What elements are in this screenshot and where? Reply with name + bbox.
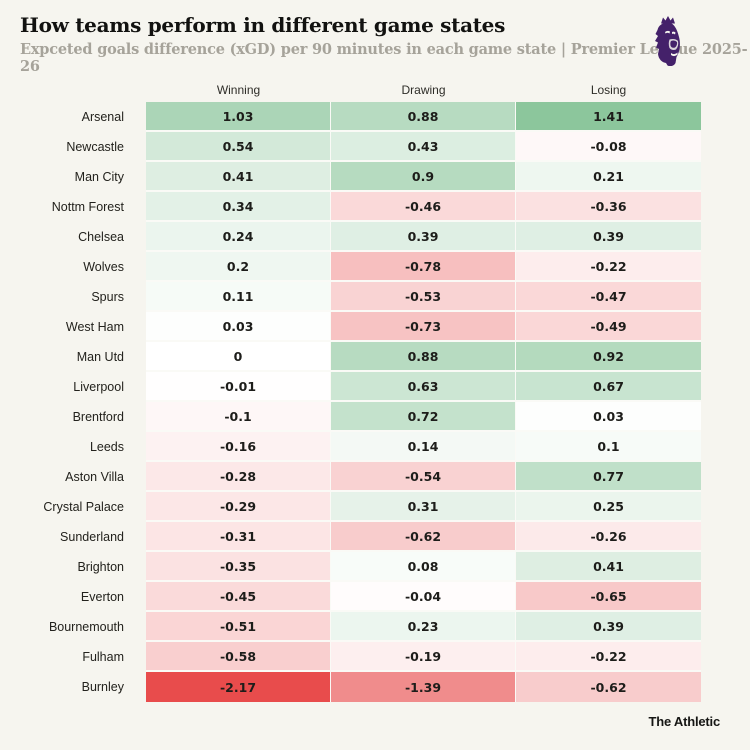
team-label: Man City xyxy=(74,170,124,184)
team-label: Nottm Forest xyxy=(51,200,124,214)
column-header-winning: Winning xyxy=(216,83,261,97)
value-cell: 0.34 xyxy=(146,192,331,222)
value-cell: 0.25 xyxy=(516,492,701,522)
value-cell: -2.17 xyxy=(146,672,331,702)
team-label: Liverpool xyxy=(73,380,124,394)
team-label: Crystal Palace xyxy=(43,500,124,514)
value-cell: 0.23 xyxy=(331,612,516,642)
value-cell: 0.39 xyxy=(331,222,516,252)
value-cell: -1.39 xyxy=(331,672,516,702)
column-header-losing: Losing xyxy=(590,83,627,97)
page-title: How teams perform in different game stat… xyxy=(20,13,506,37)
value-cell: -0.22 xyxy=(516,642,701,672)
value-cell: -0.28 xyxy=(146,462,331,492)
value-cell: -0.78 xyxy=(331,252,516,282)
team-label: Man Utd xyxy=(76,350,124,364)
value-cell: 0.67 xyxy=(516,372,701,402)
team-label: Brentford xyxy=(72,410,124,424)
value-cell: 1.41 xyxy=(516,102,701,132)
team-label: Aston Villa xyxy=(65,470,124,484)
value-cell: -0.49 xyxy=(516,312,701,342)
value-cell: 0.41 xyxy=(146,162,331,192)
value-cell: -0.22 xyxy=(516,252,701,282)
value-cell: -0.19 xyxy=(331,642,516,672)
team-label: Sunderland xyxy=(60,530,124,544)
value-cell: 0.14 xyxy=(331,432,516,462)
value-cell: 0.9 xyxy=(331,162,516,192)
value-cell: 0.72 xyxy=(331,402,516,432)
value-cell: -0.29 xyxy=(146,492,331,522)
team-label: West Ham xyxy=(65,320,124,334)
team-label: Burnley xyxy=(81,680,124,694)
value-cell: 0.63 xyxy=(331,372,516,402)
column-headers: Winning Drawing Losing xyxy=(0,80,701,100)
team-label: Spurs xyxy=(91,290,124,304)
value-cell: -0.1 xyxy=(146,402,331,432)
value-cell: -0.47 xyxy=(516,282,701,312)
value-cell: -0.16 xyxy=(146,432,331,462)
value-cell: -0.62 xyxy=(331,522,516,552)
value-cell: 0.03 xyxy=(146,312,331,342)
value-cell: 1.03 xyxy=(146,102,331,132)
value-cell: 0.39 xyxy=(516,612,701,642)
value-cell: -0.53 xyxy=(331,282,516,312)
value-cell: -0.65 xyxy=(516,582,701,612)
team-label: Everton xyxy=(80,590,124,604)
value-cell: -0.35 xyxy=(146,552,331,582)
value-cell: 0.03 xyxy=(516,402,701,432)
value-cell: -0.73 xyxy=(331,312,516,342)
value-cell: 0.24 xyxy=(146,222,331,252)
value-cell: -0.62 xyxy=(516,672,701,702)
premier-league-lion-icon xyxy=(655,16,680,66)
value-cell: -0.26 xyxy=(516,522,701,552)
value-cell: -0.54 xyxy=(331,462,516,492)
value-cell: -0.01 xyxy=(146,372,331,402)
value-cell: 0.88 xyxy=(331,342,516,372)
value-cell: -0.51 xyxy=(146,612,331,642)
team-label: Bournemouth xyxy=(48,620,124,634)
value-cell: 0.54 xyxy=(146,132,331,162)
column-header-drawing: Drawing xyxy=(401,83,446,97)
value-cell: 0.43 xyxy=(331,132,516,162)
value-cell: 0.92 xyxy=(516,342,701,372)
source-credit: The Athletic xyxy=(648,714,720,729)
value-cell: -0.31 xyxy=(146,522,331,552)
value-cell: 0.2 xyxy=(146,252,331,282)
value-cell: 0.41 xyxy=(516,552,701,582)
value-cell: 0.31 xyxy=(331,492,516,522)
team-label: Chelsea xyxy=(78,230,124,244)
value-cell: 0.21 xyxy=(516,162,701,192)
team-label: Leeds xyxy=(89,440,124,454)
value-cell: -0.45 xyxy=(146,582,331,612)
value-cell: -0.46 xyxy=(331,192,516,222)
team-label: Arsenal xyxy=(81,110,124,124)
value-cell: 0.11 xyxy=(146,282,331,312)
value-cell: 0.39 xyxy=(516,222,701,252)
value-cell: -0.58 xyxy=(146,642,331,672)
value-cell: 0.08 xyxy=(331,552,516,582)
value-cell: 0.77 xyxy=(516,462,701,492)
team-label: Fulham xyxy=(82,650,124,664)
value-cell: 0.1 xyxy=(516,432,701,462)
value-cell: 0 xyxy=(146,342,331,372)
value-cell: -0.36 xyxy=(516,192,701,222)
team-label: Wolves xyxy=(83,260,124,274)
team-label: Newcastle xyxy=(66,140,124,154)
heatmap-table: Arsenal 1.03 0.88 1.41 Newcastle 0.54 0.43 -0.0… xyxy=(0,102,701,702)
value-cell: -0.08 xyxy=(516,132,701,162)
value-cell: -0.04 xyxy=(331,582,516,612)
page-subtitle: Expceted goals difference (xGD) per 90 m… xyxy=(20,41,748,75)
team-label: Brighton xyxy=(77,560,124,574)
value-cell: 0.88 xyxy=(331,102,516,132)
